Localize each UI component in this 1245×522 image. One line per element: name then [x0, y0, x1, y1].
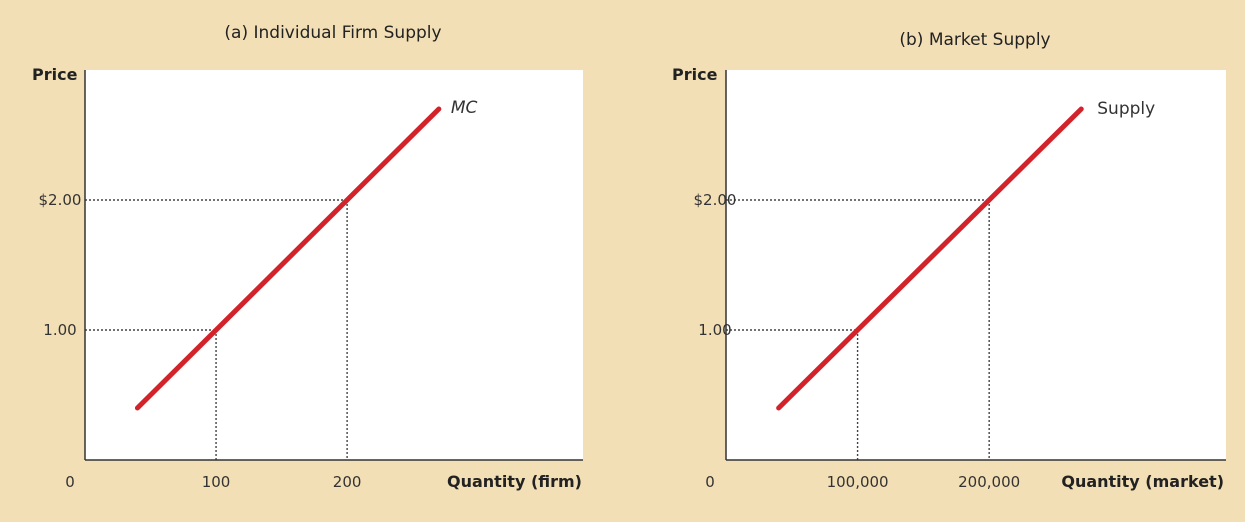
y-axis-label: Price [32, 65, 78, 84]
origin-label: 0 [705, 473, 715, 491]
y-tick-label: 1.00 [698, 321, 731, 339]
y-tick-label: $2.00 [39, 191, 82, 209]
series-line [776, 106, 1084, 411]
origin-label: 0 [65, 473, 75, 491]
chart-title: (b) Market Supply [899, 30, 1050, 50]
x-axis-label: Quantity (market) [1061, 472, 1224, 491]
y-tick-label: $2.00 [694, 191, 737, 209]
plot-area [85, 70, 583, 460]
series-label: Supply [1097, 99, 1155, 119]
x-tick-label: 100 [202, 473, 231, 491]
y-tick-label: 1.00 [43, 321, 76, 339]
chart-title: (a) Individual Firm Supply [224, 23, 441, 43]
series-label: MC [451, 98, 478, 118]
x-tick-label: 200 [333, 473, 362, 491]
plot-area [726, 70, 1226, 460]
x-tick-label: 100,000 [827, 473, 889, 491]
series-line [134, 106, 442, 411]
x-axis-label: Quantity (firm) [447, 472, 582, 491]
x-tick-label: 200,000 [958, 473, 1020, 491]
y-axis-label: Price [672, 65, 718, 84]
